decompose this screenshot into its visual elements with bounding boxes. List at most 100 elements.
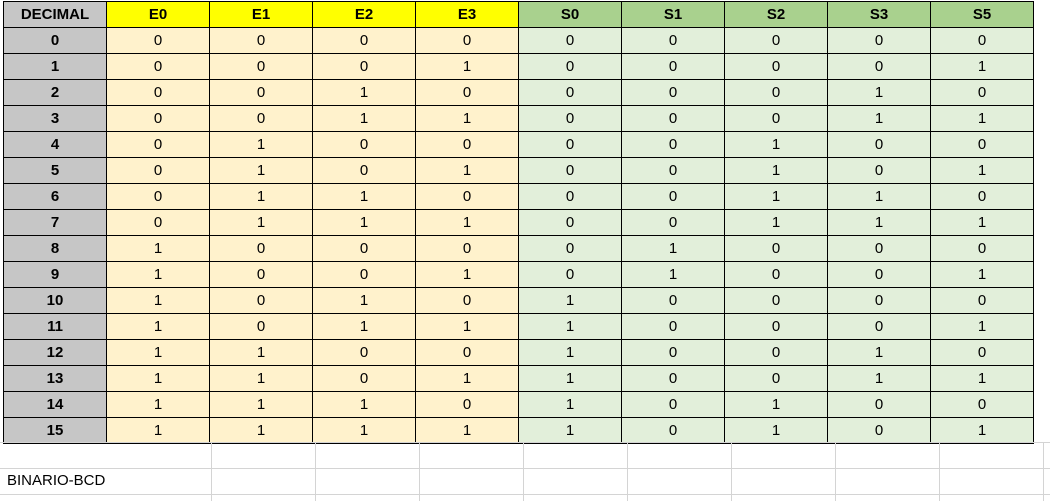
decimal-cell[interactable]: 13 [3,365,107,392]
input-cell-e3[interactable]: 1 [415,365,519,392]
output-cell-s5[interactable]: 0 [930,235,1034,262]
output-cell-s3[interactable]: 0 [827,313,931,340]
output-cell-s5[interactable]: 0 [930,27,1034,54]
decimal-cell[interactable]: 3 [3,105,107,132]
output-cell-s1[interactable]: 0 [621,131,725,158]
output-cell-s5[interactable]: 1 [930,105,1034,132]
input-cell-e1[interactable]: 0 [209,261,313,288]
header-s0[interactable]: S0 [518,1,622,28]
input-cell-e0[interactable]: 1 [106,391,210,418]
output-cell-s5[interactable]: 1 [930,209,1034,236]
output-cell-s0[interactable]: 0 [518,105,622,132]
output-cell-s1[interactable]: 0 [621,105,725,132]
input-cell-e1[interactable]: 1 [209,417,313,444]
input-cell-e3[interactable]: 0 [415,339,519,366]
input-cell-e2[interactable]: 0 [312,235,416,262]
header-s1[interactable]: S1 [621,1,725,28]
input-cell-e0[interactable]: 1 [106,365,210,392]
output-cell-s1[interactable]: 0 [621,53,725,80]
output-cell-s0[interactable]: 1 [518,287,622,314]
header-e1[interactable]: E1 [209,1,313,28]
input-cell-e0[interactable]: 0 [106,157,210,184]
input-cell-e0[interactable]: 0 [106,79,210,106]
output-cell-s5[interactable]: 0 [930,183,1034,210]
input-cell-e0[interactable]: 1 [106,339,210,366]
output-cell-s1[interactable]: 0 [621,183,725,210]
input-cell-e2[interactable]: 0 [312,53,416,80]
decimal-cell[interactable]: 1 [3,53,107,80]
output-cell-s5[interactable]: 0 [930,287,1034,314]
input-cell-e1[interactable]: 1 [209,391,313,418]
output-cell-s5[interactable]: 1 [930,53,1034,80]
input-cell-e1[interactable]: 1 [209,183,313,210]
output-cell-s2[interactable]: 0 [724,313,828,340]
input-cell-e2[interactable]: 0 [312,131,416,158]
output-cell-s1[interactable]: 1 [621,235,725,262]
output-cell-s2[interactable]: 0 [724,27,828,54]
output-cell-s5[interactable]: 1 [930,157,1034,184]
output-cell-s0[interactable]: 0 [518,261,622,288]
output-cell-s1[interactable]: 0 [621,79,725,106]
output-cell-s1[interactable]: 0 [621,365,725,392]
output-cell-s3[interactable]: 1 [827,79,931,106]
output-cell-s0[interactable]: 0 [518,131,622,158]
input-cell-e2[interactable]: 1 [312,209,416,236]
input-cell-e3[interactable]: 1 [415,105,519,132]
header-s2[interactable]: S2 [724,1,828,28]
input-cell-e1[interactable]: 0 [209,313,313,340]
output-cell-s2[interactable]: 0 [724,105,828,132]
output-cell-s3[interactable]: 0 [827,157,931,184]
output-cell-s2[interactable]: 0 [724,339,828,366]
input-cell-e0[interactable]: 0 [106,131,210,158]
input-cell-e0[interactable]: 0 [106,105,210,132]
output-cell-s3[interactable]: 0 [827,261,931,288]
header-s3[interactable]: S3 [827,1,931,28]
output-cell-s3[interactable]: 0 [827,417,931,444]
decimal-cell[interactable]: 14 [3,391,107,418]
output-cell-s3[interactable]: 0 [827,391,931,418]
output-cell-s5[interactable]: 0 [930,131,1034,158]
output-cell-s3[interactable]: 1 [827,339,931,366]
input-cell-e1[interactable]: 0 [209,105,313,132]
input-cell-e2[interactable]: 1 [312,79,416,106]
input-cell-e2[interactable]: 0 [312,27,416,54]
decimal-cell[interactable]: 10 [3,287,107,314]
input-cell-e2[interactable]: 1 [312,391,416,418]
input-cell-e3[interactable]: 1 [415,417,519,444]
output-cell-s0[interactable]: 1 [518,391,622,418]
input-cell-e3[interactable]: 0 [415,235,519,262]
output-cell-s3[interactable]: 1 [827,105,931,132]
input-cell-e0[interactable]: 0 [106,209,210,236]
output-cell-s1[interactable]: 0 [621,417,725,444]
input-cell-e1[interactable]: 0 [209,235,313,262]
decimal-cell[interactable]: 5 [3,157,107,184]
output-cell-s3[interactable]: 1 [827,209,931,236]
header-e3[interactable]: E3 [415,1,519,28]
output-cell-s5[interactable]: 1 [930,417,1034,444]
input-cell-e0[interactable]: 0 [106,27,210,54]
output-cell-s2[interactable]: 1 [724,391,828,418]
output-cell-s0[interactable]: 0 [518,79,622,106]
output-cell-s2[interactable]: 1 [724,131,828,158]
input-cell-e0[interactable]: 1 [106,417,210,444]
input-cell-e3[interactable]: 0 [415,287,519,314]
input-cell-e3[interactable]: 1 [415,157,519,184]
output-cell-s1[interactable]: 0 [621,27,725,54]
input-cell-e1[interactable]: 0 [209,79,313,106]
output-cell-s3[interactable]: 0 [827,131,931,158]
input-cell-e2[interactable]: 0 [312,365,416,392]
output-cell-s5[interactable]: 1 [930,261,1034,288]
output-cell-s0[interactable]: 0 [518,235,622,262]
output-cell-s3[interactable]: 1 [827,365,931,392]
output-cell-s0[interactable]: 0 [518,53,622,80]
header-decimal[interactable]: DECIMAL [3,1,107,28]
output-cell-s0[interactable]: 0 [518,183,622,210]
input-cell-e0[interactable]: 0 [106,183,210,210]
output-cell-s2[interactable]: 0 [724,287,828,314]
output-cell-s3[interactable]: 0 [827,287,931,314]
output-cell-s0[interactable]: 0 [518,209,622,236]
input-cell-e2[interactable]: 1 [312,287,416,314]
output-cell-s1[interactable]: 1 [621,261,725,288]
input-cell-e2[interactable]: 0 [312,339,416,366]
input-cell-e2[interactable]: 1 [312,313,416,340]
